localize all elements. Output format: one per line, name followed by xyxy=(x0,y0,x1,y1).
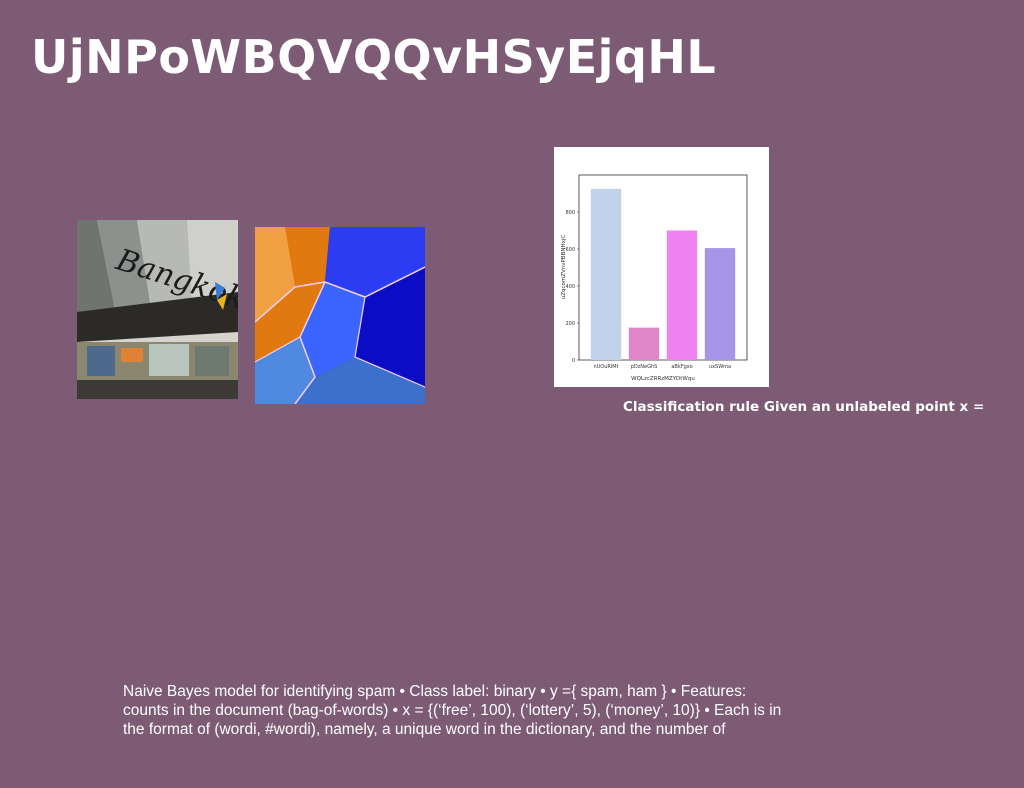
bar-uxSWma xyxy=(704,248,736,360)
bangkok-sign-photo: Bangkok xyxy=(77,220,238,399)
y-tick-label: 800 xyxy=(565,210,575,216)
y-tick-label: 0 xyxy=(572,358,575,364)
x-tick-label: uxSWma xyxy=(709,364,731,370)
x-tick-label: aBkFgxo xyxy=(671,364,692,370)
x-tick-label: nUOuRlMt xyxy=(593,364,618,370)
plot-frame xyxy=(578,174,748,361)
bar-pDzNeGhS xyxy=(628,327,660,360)
naive-bayes-body-text: Naive Bayes model for identifying spam •… xyxy=(123,683,782,738)
bar-aBkFgxo xyxy=(666,230,698,360)
abstract-geometric-image xyxy=(255,227,425,404)
bar-chart-svg: 0 200 400 600 800 nUOuRlMt pDzNeGhS aBkFgxo uxSW… xyxy=(561,174,748,382)
y-tick-label: 200 xyxy=(565,321,575,327)
bar-chart: 0 200 400 600 800 nUOuRlMt pDzNeGhS aBkFgxo uxSW… xyxy=(554,147,769,387)
y-tick-label: 600 xyxy=(565,247,575,253)
chart-ylabel: uZqcomZVnvPBBNHxjC xyxy=(561,235,567,300)
chart-xlabel: WQLzcZRRzMZYDtWqu xyxy=(631,376,695,382)
bar-nUOuRlMt xyxy=(590,188,622,360)
slide-title: UjNPoWBQVQQvHSyEjqHL xyxy=(31,30,717,84)
x-tick-label: pDzNeGhS xyxy=(631,364,658,370)
classification-rule-caption: Classification rule Given an unlabeled p… xyxy=(623,399,985,415)
y-tick-label: 400 xyxy=(565,284,575,290)
